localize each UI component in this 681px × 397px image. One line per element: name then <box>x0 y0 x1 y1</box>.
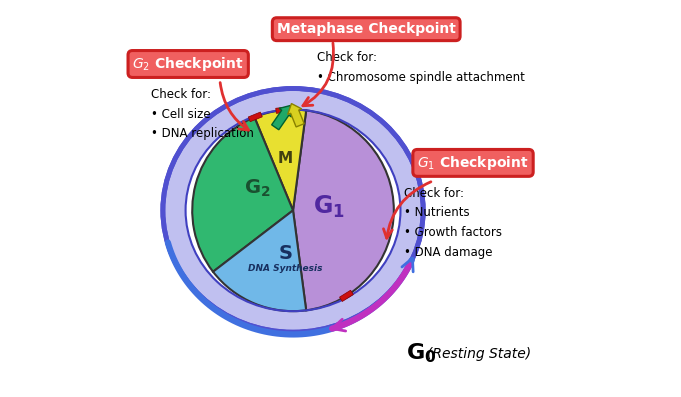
Text: • Growth factors: • Growth factors <box>404 226 502 239</box>
Text: • Chromosome spindle attachment: • Chromosome spindle attachment <box>317 71 524 84</box>
FancyArrow shape <box>287 104 304 127</box>
FancyArrow shape <box>276 107 289 114</box>
FancyArrow shape <box>340 290 353 301</box>
Text: • DNA replication: • DNA replication <box>151 127 253 140</box>
Text: Metaphase Checkpoint: Metaphase Checkpoint <box>276 22 456 36</box>
Ellipse shape <box>163 89 423 332</box>
Text: • Nutrients: • Nutrients <box>404 206 469 220</box>
FancyArrow shape <box>272 106 291 130</box>
Text: (Resting State): (Resting State) <box>427 347 531 360</box>
Text: $\bf{S}$: $\bf{S}$ <box>278 245 292 263</box>
Text: $G_2$ Checkpoint: $G_2$ Checkpoint <box>133 55 244 73</box>
Text: $\bf{G_1}$: $\bf{G_1}$ <box>313 193 345 220</box>
Text: Check for:: Check for: <box>317 51 377 64</box>
Wedge shape <box>293 110 394 310</box>
Text: $\bf{G_2}$: $\bf{G_2}$ <box>244 178 271 199</box>
Wedge shape <box>255 110 306 210</box>
Text: • Cell size: • Cell size <box>151 108 210 121</box>
Text: $G_1$ Checkpoint: $G_1$ Checkpoint <box>417 154 528 172</box>
Wedge shape <box>213 210 306 311</box>
Text: $\bf{G_0}$: $\bf{G_0}$ <box>406 342 437 365</box>
Ellipse shape <box>186 110 400 311</box>
Text: • DNA damage: • DNA damage <box>404 246 492 259</box>
Text: DNA Synthesis: DNA Synthesis <box>248 264 322 274</box>
Text: Check for:: Check for: <box>404 187 464 200</box>
Wedge shape <box>192 117 293 272</box>
FancyArrow shape <box>249 112 262 122</box>
Text: $\bf{M}$: $\bf{M}$ <box>277 150 293 166</box>
Text: Check for:: Check for: <box>151 88 210 101</box>
